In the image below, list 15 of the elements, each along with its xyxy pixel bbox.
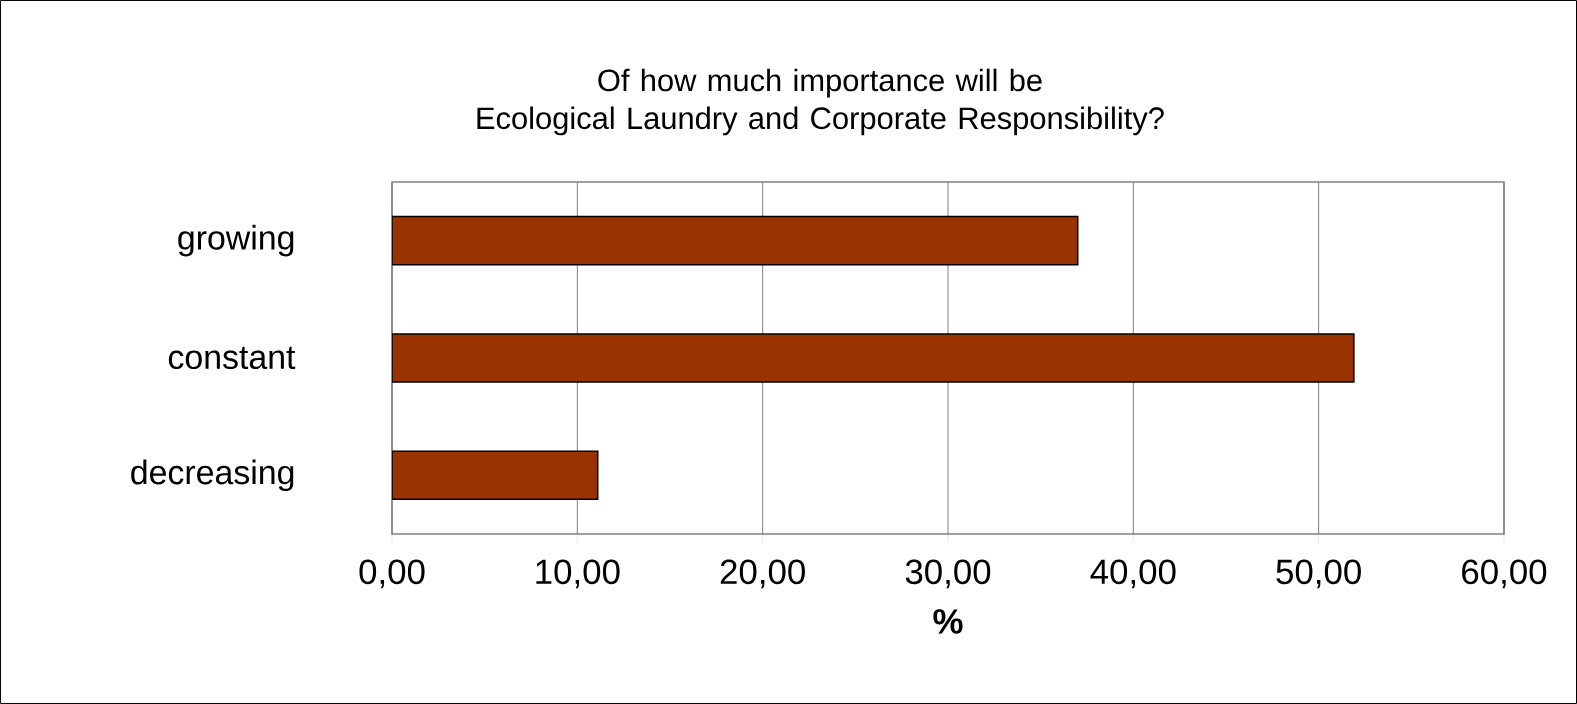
bar (392, 215, 1079, 266)
x-tick-label: 40,00 (1090, 559, 1176, 589)
x-tick-label: 50,00 (1276, 559, 1361, 589)
x-tick-label: 30,00 (905, 559, 991, 589)
x-tick-label: 0,00 (359, 559, 425, 589)
x-tick-label: 10,00 (536, 559, 620, 589)
bar (392, 333, 1355, 383)
y-tick-label: decreasing (131, 459, 294, 492)
x-axis-title: % (933, 609, 963, 634)
bar (392, 450, 599, 501)
y-tick-label: constant (168, 346, 296, 370)
x-tick-label: 60,00 (1462, 559, 1547, 589)
y-tick-label: growing (178, 224, 294, 257)
chart-title: Of how much importance will be Ecological Laundry and Corporate Responsibility? (477, 68, 1164, 136)
x-tick-label: 20,00 (720, 559, 805, 589)
